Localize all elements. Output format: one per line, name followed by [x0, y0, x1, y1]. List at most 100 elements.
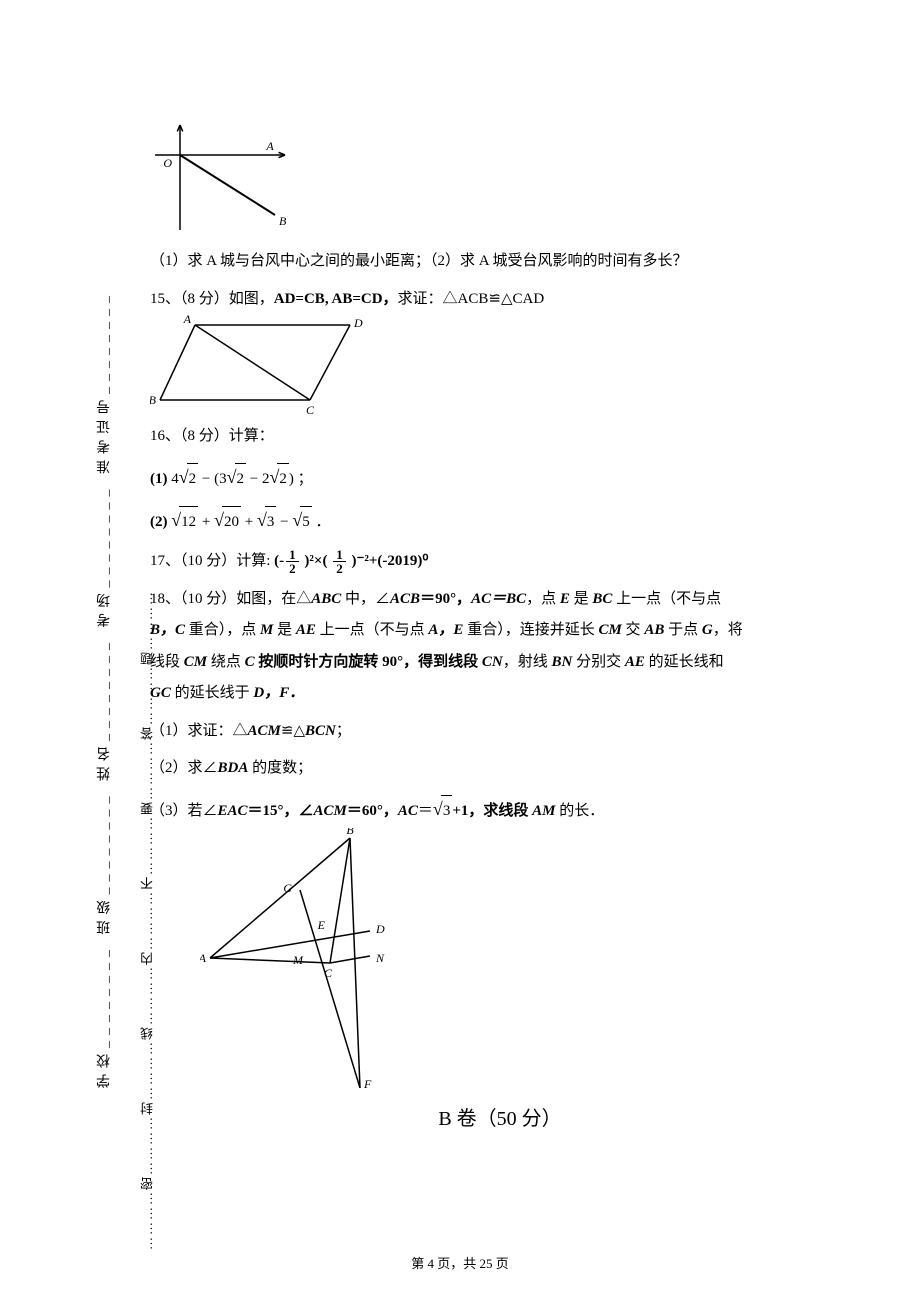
q16-p1-lead: (1)	[150, 471, 171, 487]
q16-p1-a: 4	[171, 471, 179, 487]
q14-sub-text: （1）求 A 城与台风中心之间的最小距离；（2）求 A 城受台风影响的时间有多长…	[150, 253, 688, 269]
t: ，将	[713, 622, 743, 638]
page-footer: 第 4 页，共 25 页	[0, 1253, 920, 1272]
t: ＝60°，	[347, 803, 398, 819]
radicand: 2	[187, 463, 199, 496]
sqrt: 5	[292, 502, 311, 540]
t: GC	[150, 685, 171, 701]
t: BC	[592, 591, 612, 607]
svg-text:D: D	[353, 316, 363, 330]
t: 重合），连接并延长	[463, 622, 598, 638]
q18-sub2: （2）求∠BDA 的度数；	[150, 753, 850, 785]
svg-text:D: D	[375, 922, 385, 936]
t: 的度数；	[248, 760, 312, 776]
t: BCN	[305, 723, 336, 739]
svg-text:C: C	[306, 403, 315, 415]
t: D，F．	[253, 685, 304, 701]
svg-text:E: E	[317, 918, 326, 932]
t: 是	[273, 622, 296, 638]
t: ACM	[248, 723, 281, 739]
t: AC	[398, 803, 418, 819]
q15-conclusion: 求证：△ACB≌△CAD	[398, 291, 545, 307]
q18-line1: 18、（10 分）如图，在△ABC 中，∠ACB＝90°，AC＝BC，点 E 是…	[150, 584, 850, 616]
q16-p1-c: 2	[262, 471, 270, 487]
t: 18、（10 分）如图，在△	[150, 591, 311, 607]
svg-text:O: O	[163, 156, 172, 170]
svg-text:C: C	[324, 966, 333, 980]
q18-diagram: ABCGEMDNF	[200, 828, 420, 1088]
t: 上一点（不与点	[612, 591, 721, 607]
t: 绕点	[207, 654, 245, 670]
t: BDA	[218, 760, 249, 776]
radicand: 2	[235, 463, 247, 496]
sqrt: 20	[214, 502, 241, 540]
t: AM	[532, 803, 555, 819]
t: ，点	[526, 591, 560, 607]
sqrt: 3	[257, 502, 276, 540]
t: 的长．	[555, 803, 604, 819]
t: B，C	[150, 622, 185, 638]
q17-mid2: )⁻²+(-2019)⁰	[348, 553, 429, 569]
radicand: 3	[441, 795, 453, 828]
svg-text:B: B	[346, 828, 354, 837]
sqrt: 2	[227, 459, 246, 497]
t: CM	[184, 654, 207, 670]
t: 是	[570, 591, 593, 607]
t: CN	[482, 654, 503, 670]
denominator: 2	[333, 562, 346, 576]
binding-margin: 学校________ 班级________ 姓名________ 考场_____…	[40, 120, 120, 1120]
t: G	[702, 622, 713, 638]
t: 中，∠	[341, 591, 390, 607]
q18-sub1: （1）求证：△ACM≌△BCN；	[150, 716, 850, 748]
page-content: OAB （1）求 A 城与台风中心之间的最小距离；（2）求 A 城受台风影响的时…	[150, 120, 850, 1140]
q16-p1-b: 3	[219, 471, 227, 487]
radicand: 20	[222, 506, 241, 539]
q14-subquestions: （1）求 A 城与台风中心之间的最小距离；（2）求 A 城受台风影响的时间有多长…	[150, 246, 850, 278]
sqrt: 12	[171, 502, 198, 540]
binding-labels: 学校________ 班级________ 姓名________ 考场_____…	[95, 290, 115, 1088]
t: ，射线	[503, 654, 552, 670]
t: ＝90°，	[420, 591, 471, 607]
radicand: 2	[277, 463, 289, 496]
t: ABC	[311, 591, 341, 607]
q18-sub3: （3）若∠EAC＝15°，∠ACM＝60°，AC＝3+1，求线段 AM 的长．	[150, 791, 850, 829]
q15-diagram: ADBC	[150, 315, 370, 415]
t: 上一点（不与点	[316, 622, 429, 638]
denominator: 2	[286, 562, 299, 576]
svg-text:G: G	[283, 881, 292, 895]
t: （1）求证：△	[150, 723, 248, 739]
numerator: 1	[286, 548, 299, 563]
t: +1，求线段	[452, 803, 532, 819]
t: 重合），点	[185, 622, 260, 638]
q16-prefix: 16、（8 分）计算：	[150, 428, 274, 444]
fraction: 12	[286, 548, 299, 576]
t: ＝15°，∠	[248, 803, 314, 819]
q15: 15、（8 分）如图，AD=CB, AB=CD，求证：△ACB≌△CAD	[150, 284, 850, 316]
t: A，E	[428, 622, 463, 638]
section-b-heading: B 卷（50 分）	[150, 1098, 850, 1140]
t: ACM	[314, 803, 347, 819]
svg-text:B: B	[279, 214, 287, 228]
radicand: 5	[300, 506, 312, 539]
t: BN	[552, 654, 573, 670]
q16-part1: (1) 42 − (32 − 22) ；	[150, 459, 850, 497]
q14-diagram: OAB	[150, 120, 290, 240]
radicand: 3	[265, 506, 277, 539]
q16-part2: (2) 12 + 20 + 3 − 5 ．	[150, 502, 850, 540]
t: （3）若∠	[150, 803, 218, 819]
t: 交	[622, 622, 645, 638]
q17-prefix: 17、（10 分）计算:	[150, 553, 270, 569]
svg-text:B: B	[150, 393, 157, 407]
t: 分别交	[572, 654, 625, 670]
t: AE	[625, 654, 645, 670]
q17-before: (-	[274, 553, 284, 569]
t: ＝	[418, 803, 433, 819]
q18-line2: B，C 重合），点 M 是 AE 上一点（不与点 A，E 重合），连接并延长 C…	[150, 615, 850, 647]
q18-line4: GC 的延长线于 D，F．	[150, 678, 850, 710]
radicand: 12	[179, 506, 198, 539]
sqrt: 2	[179, 459, 198, 497]
q18-line3: 线段 CM 绕点 C 按顺时针方向旋转 90°，得到线段 CN，射线 BN 分别…	[150, 647, 850, 679]
q15-prefix: 15、（8 分）如图，	[150, 291, 274, 307]
t: 的延长线和	[645, 654, 724, 670]
svg-text:M: M	[292, 953, 304, 967]
